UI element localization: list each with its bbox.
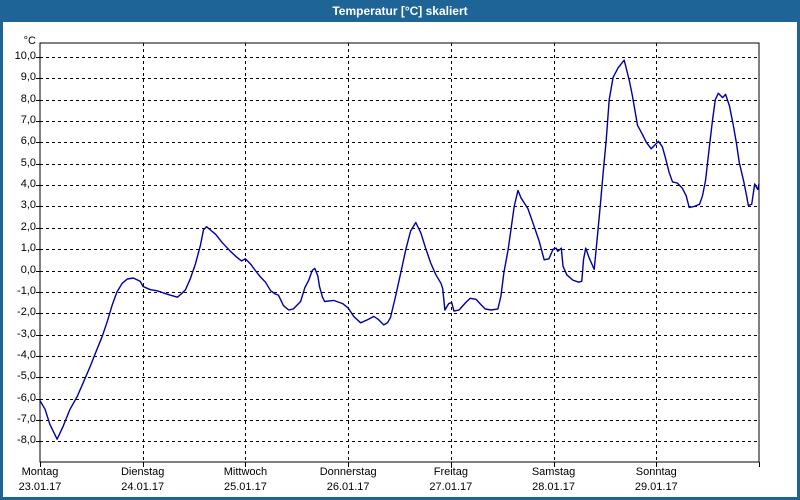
x-axis-day-label-group: Sonntag 29.01.17: [601, 465, 711, 495]
vertical-day-gridlines: [143, 43, 657, 462]
x-axis-day-date: 24.01.17: [121, 481, 165, 493]
x-axis-day-date: 27.01.17: [429, 481, 473, 493]
x-axis-day-name: Montag: [21, 466, 59, 478]
axis-tick-marks: [36, 57, 760, 467]
y-axis-tick-label: -3,0: [17, 327, 36, 340]
window-frame-left: [0, 22, 3, 500]
y-axis-tick-label: 0,0: [20, 263, 36, 276]
x-axis-day-label-group: Dienstag 24.01.17: [88, 465, 198, 495]
x-axis-day-date: 26.01.17: [326, 481, 370, 493]
x-axis-day-name: Sonntag: [635, 466, 677, 478]
y-axis-tick-label: 2,0: [20, 220, 36, 233]
x-axis-day-name: Samstag: [531, 466, 576, 478]
y-axis-tick-label: 6,0: [20, 135, 36, 148]
y-axis-tick-label: 8,0: [20, 92, 36, 105]
x-axis-day-date: 28.01.17: [532, 481, 575, 493]
x-axis-day-name: Donnerstag: [319, 466, 377, 478]
title-bar: Temperatur [°C] skaliert: [0, 0, 800, 22]
x-axis-day-name: Mittwoch: [223, 466, 268, 478]
horizontal-gridlines: [40, 57, 759, 442]
x-axis-day-name: Freitag: [433, 466, 468, 478]
x-axis-day-date: 25.01.17: [224, 481, 267, 493]
y-axis-tick-label: -8,0: [17, 434, 36, 447]
y-axis-tick-label: -5,0: [17, 370, 36, 383]
x-axis-day-label-group: Montag 23.01.17: [0, 465, 95, 495]
window-frame-bottom: [0, 497, 800, 500]
y-axis-tick-label: 7,0: [20, 114, 36, 127]
window-frame-right: [797, 22, 800, 500]
x-axis-day-label-group: Freitag 27.01.17: [396, 465, 506, 495]
y-axis-tick-label: -1,0: [17, 284, 36, 297]
temperature-series-line: [39, 59, 760, 440]
y-axis-tick-label: -2,0: [17, 306, 36, 319]
x-axis-day-label-group: Mittwoch 25.01.17: [190, 465, 300, 495]
y-axis-tick-label: 3,0: [20, 199, 36, 212]
y-axis-tick-label: 1,0: [20, 242, 36, 255]
y-axis-tick-label: 10,0: [14, 50, 36, 62]
x-axis-day-label-group: Samstag 28.01.17: [499, 465, 609, 495]
y-axis-tick-label: -4,0: [17, 348, 36, 361]
y-axis-tick-label: 4,0: [20, 178, 36, 191]
y-axis-tick-label: 5,0: [20, 156, 36, 169]
y-axis-tick-label: -6,0: [17, 391, 36, 404]
plot-border: [39, 42, 760, 463]
x-axis-day-date: 29.01.17: [634, 481, 678, 493]
y-axis-tick-label: -7,0: [17, 412, 36, 425]
window-title: Temperatur [°C] skaliert: [332, 4, 468, 18]
x-axis-day-label-group: Donnerstag 26.01.17: [293, 465, 403, 495]
x-axis-day-date: 23.01.17: [18, 481, 62, 493]
y-axis-unit-label: °C: [23, 35, 36, 47]
y-axis-tick-label: 9,0: [20, 71, 36, 84]
x-axis-day-name: Dienstag: [120, 466, 165, 478]
